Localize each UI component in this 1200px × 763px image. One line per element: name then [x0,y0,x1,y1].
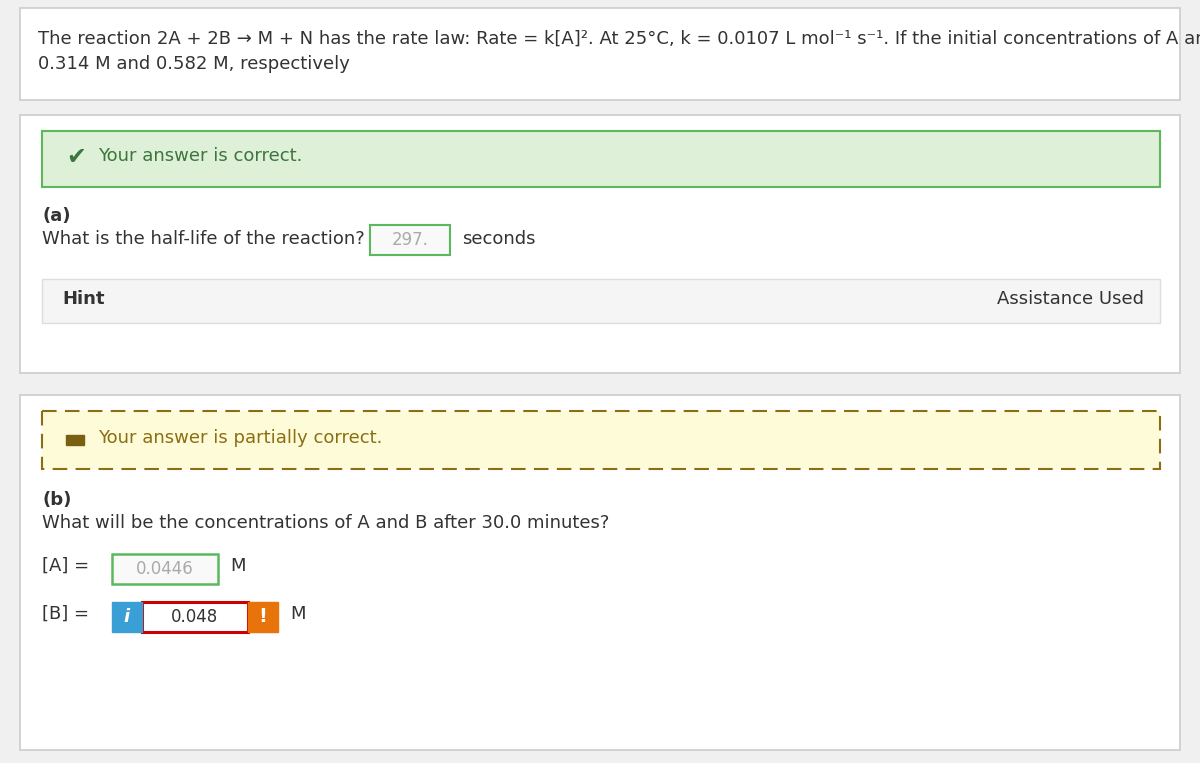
Text: 0.048: 0.048 [172,608,218,626]
Text: Assistance Used: Assistance Used [997,290,1144,308]
Text: The reaction 2A + 2B → M + N has the rate law: Rate = k[A]². At 25°C, k = 0.0107: The reaction 2A + 2B → M + N has the rat… [38,30,1200,48]
FancyBboxPatch shape [42,411,1160,469]
FancyBboxPatch shape [142,602,248,632]
Text: M: M [230,557,246,575]
FancyBboxPatch shape [20,115,1180,373]
FancyBboxPatch shape [42,131,1160,187]
FancyBboxPatch shape [20,8,1180,100]
FancyBboxPatch shape [42,279,1160,323]
Text: What is the half-life of the reaction?: What is the half-life of the reaction? [42,230,365,248]
FancyBboxPatch shape [370,225,450,255]
Text: 297.: 297. [391,231,428,249]
FancyBboxPatch shape [20,395,1180,750]
Text: [B] =: [B] = [42,605,89,623]
Text: Your answer is correct.: Your answer is correct. [98,147,302,165]
Text: (a): (a) [42,207,71,225]
Text: Hint: Hint [62,290,104,308]
Text: seconds: seconds [462,230,535,248]
FancyBboxPatch shape [112,554,218,584]
Text: i: i [124,608,130,626]
Text: [A] =: [A] = [42,557,89,575]
Text: Your answer is partially correct.: Your answer is partially correct. [98,429,383,447]
FancyBboxPatch shape [248,602,278,632]
Text: ✔: ✔ [66,145,85,169]
Text: M: M [290,605,306,623]
Text: What will be the concentrations of A and B after 30.0 minutes?: What will be the concentrations of A and… [42,514,610,532]
Text: 0.0446: 0.0446 [136,560,194,578]
Text: (b): (b) [42,491,71,509]
FancyBboxPatch shape [112,602,142,632]
FancyBboxPatch shape [66,435,84,445]
Text: 0.314 M and 0.582 M, respectively: 0.314 M and 0.582 M, respectively [38,55,350,73]
Text: !: ! [258,607,268,626]
